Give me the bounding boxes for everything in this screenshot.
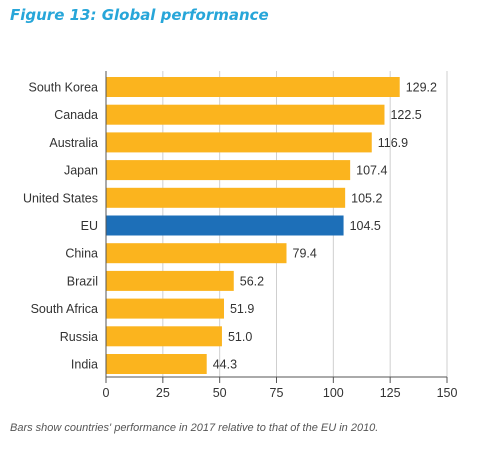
x-tick-label: 150 [437,386,458,400]
category-label: China [65,247,98,261]
x-tick-label: 75 [270,386,284,400]
value-label: 104.5 [350,219,381,233]
bar-india [106,354,207,374]
bar-south-africa [106,298,224,319]
chart-caption: Bars show countries' performance in 2017… [10,422,379,434]
bar-south-korea [106,77,400,97]
x-tick-label: 50 [213,386,227,400]
bar-china [106,243,287,264]
value-label: 51.0 [228,330,252,344]
bar-chart: 0 25 50 75 100 125 150 South Korea 129.2 Canada 1… [23,71,458,400]
value-label: 79.4 [293,247,317,261]
category-label: Canada [54,108,98,122]
category-label: Russia [60,330,98,344]
x-tick-label: 0 [103,386,110,400]
value-label: 116.9 [378,136,408,150]
labels: South Korea 129.2 Canada 122.5 Australia 116.… [23,81,437,372]
value-label: 105.2 [351,191,382,205]
bar-canada [106,104,385,125]
bar-united-states [106,187,346,208]
value-label: 56.2 [240,274,264,288]
value-label: 129.2 [406,81,437,95]
category-label: Brazil [67,274,98,288]
x-tick-label: 100 [323,386,344,400]
category-label: South Korea [29,81,99,95]
category-label: Japan [64,164,98,178]
value-label: 122.5 [390,108,421,122]
value-label: 51.9 [230,302,254,316]
category-label: EU [81,219,98,233]
bar-japan [106,160,351,181]
bar-australia [106,132,372,153]
category-label: India [71,358,98,372]
axes: 0 25 50 75 100 125 150 [103,71,458,400]
value-label: 107.4 [356,164,387,178]
x-tick-label: 125 [380,386,401,400]
chart-title: Figure 13: Global performance [10,6,269,24]
category-label: United States [23,191,98,205]
category-label: South Africa [31,302,98,316]
bar-eu [106,215,344,236]
category-label: Australia [49,136,98,150]
value-label: 44.3 [213,358,237,372]
bars [106,77,400,374]
bar-brazil [106,270,234,291]
bar-russia [106,326,222,347]
x-tick-label: 25 [156,386,170,400]
